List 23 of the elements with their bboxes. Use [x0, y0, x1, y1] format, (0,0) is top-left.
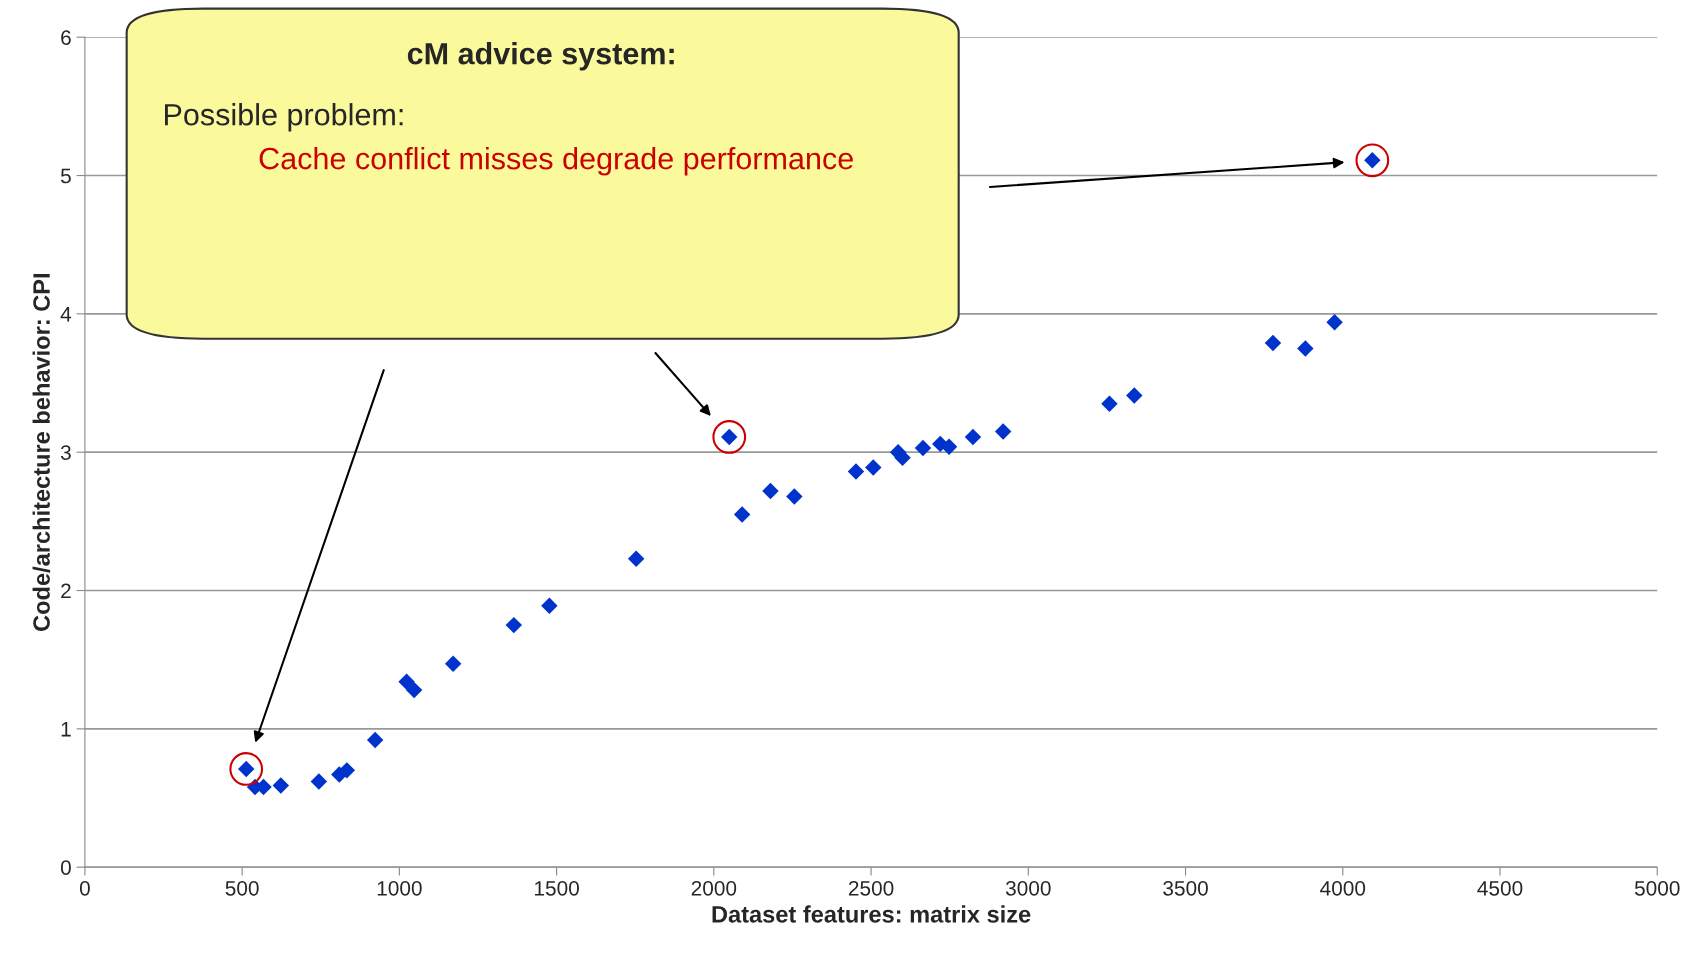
y-tick-label: 0 — [60, 860, 71, 875]
x-tick-label: 2500 — [848, 880, 894, 896]
x-axis-title: Dataset features: matrix size — [712, 905, 1031, 923]
y-tick-label: 6 — [61, 30, 71, 45]
x-tick-label: 500 — [225, 880, 259, 896]
annotation: cM advice system: — [407, 42, 674, 71]
annotation: Possible problem: — [165, 103, 403, 132]
x-tick-label: 1500 — [535, 880, 579, 896]
y-tick-label: 2 — [61, 583, 71, 599]
y-tick-label: 4 — [60, 307, 72, 322]
x-tick-label: 3500 — [1163, 880, 1208, 896]
x-tick-label: 3000 — [1005, 880, 1051, 896]
x-tick-label: 4500 — [1477, 880, 1523, 896]
x-tick-label: 0 — [79, 880, 90, 896]
y-tick-label: 3 — [60, 445, 71, 460]
y-axis-title: Code/architecture behavior: CPI — [32, 274, 51, 631]
x-tick-label: 4000 — [1320, 880, 1366, 896]
y-tick-label: 5 — [60, 168, 71, 184]
x-tick-label: 2000 — [691, 880, 737, 896]
x-tick-label: 1000 — [377, 880, 422, 896]
x-tick-label: 5000 — [1634, 880, 1680, 896]
annotation: Cache conflict misses degrade performance — [259, 146, 853, 176]
y-tick-label: 1 — [61, 722, 71, 737]
